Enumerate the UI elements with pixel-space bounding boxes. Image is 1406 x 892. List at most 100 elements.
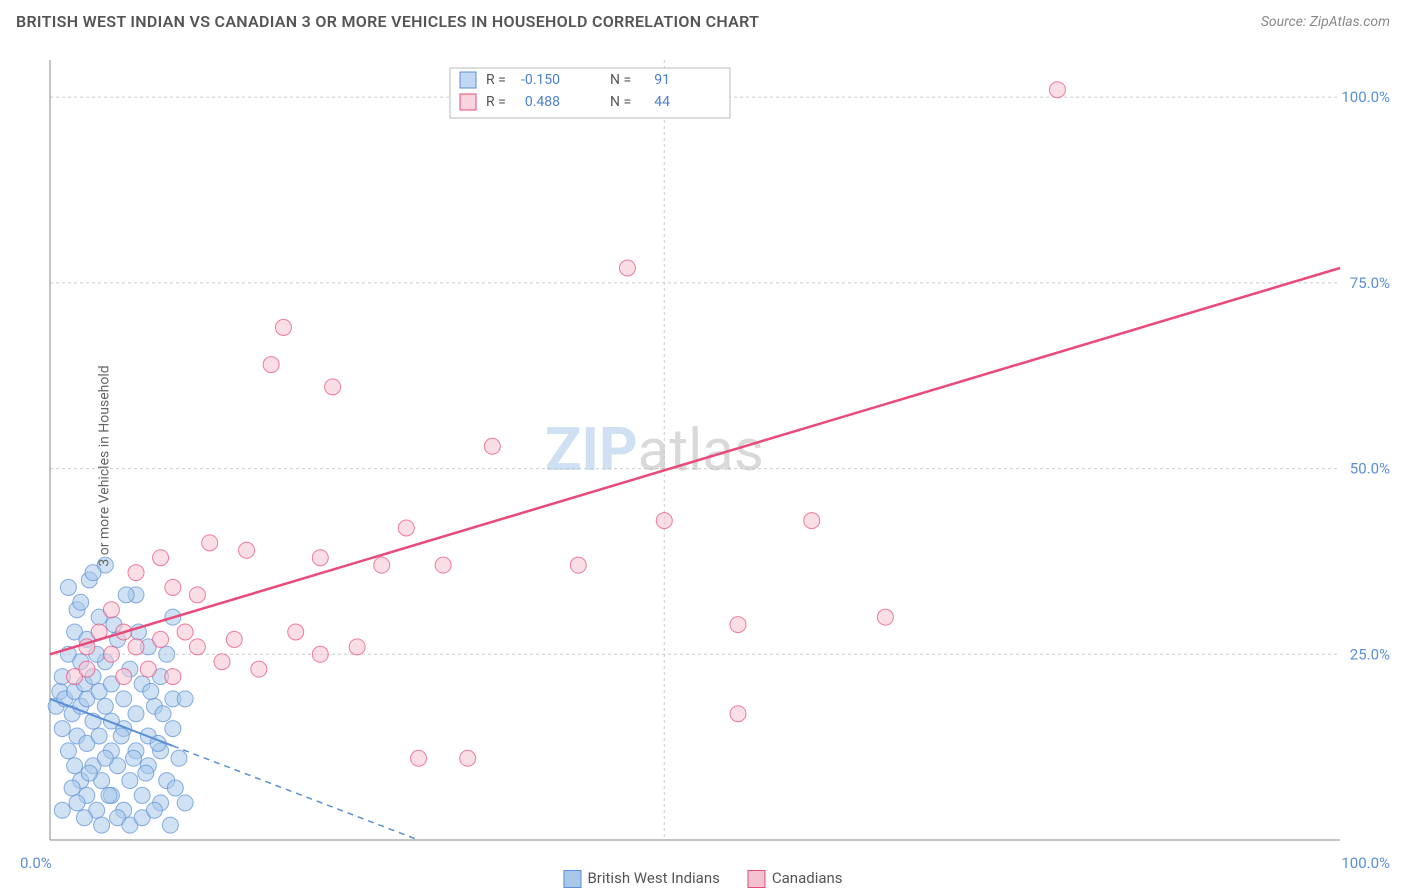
data-point [189, 639, 205, 655]
x-tick-label: 0.0% [20, 854, 52, 872]
bottom-legend: British West Indians Canadians [563, 869, 842, 888]
legend-swatch [563, 870, 581, 888]
data-point [730, 617, 746, 633]
legend-n-value: 44 [654, 94, 670, 110]
scatter-chart: 25.0%50.0%75.0%100.0%0.0%100.0%ZIPatlasR… [0, 40, 1406, 892]
data-point [143, 683, 159, 699]
data-point [312, 646, 328, 662]
data-point [79, 661, 95, 677]
data-point [54, 721, 70, 737]
legend-n-value: 91 [654, 72, 670, 88]
data-point [804, 513, 820, 529]
legend-item: British West Indians [563, 869, 719, 888]
data-point [69, 795, 85, 811]
data-point [94, 817, 110, 833]
data-point [374, 557, 390, 573]
regression-line [50, 268, 1340, 654]
legend-item: Canadians [748, 869, 843, 888]
data-point [411, 750, 427, 766]
data-point [656, 513, 672, 529]
data-point [76, 810, 92, 826]
data-point [189, 587, 205, 603]
data-point [165, 721, 181, 737]
data-point [165, 669, 181, 685]
data-point [54, 802, 70, 818]
y-tick-label: 75.0% [1350, 274, 1390, 292]
legend-r-label: R = [486, 72, 506, 88]
data-point [484, 438, 500, 454]
y-tick-label: 25.0% [1350, 645, 1390, 663]
data-point [177, 624, 193, 640]
legend-label: Canadians [772, 869, 843, 887]
data-point [214, 654, 230, 670]
data-point [146, 802, 162, 818]
data-point [202, 535, 218, 551]
chart-container: 3 or more Vehicles in Household 25.0% 50.… [0, 40, 1406, 892]
data-point [128, 565, 144, 581]
data-point [275, 319, 291, 335]
data-point [165, 579, 181, 595]
y-tick-label: 100.0% [1341, 88, 1390, 106]
data-point [251, 661, 267, 677]
data-point [97, 750, 113, 766]
data-point [113, 728, 129, 744]
data-point [91, 728, 107, 744]
data-point [177, 691, 193, 707]
data-point [67, 758, 83, 774]
legend-r-value: -0.150 [521, 72, 560, 88]
data-point [116, 669, 132, 685]
data-point [73, 594, 89, 610]
data-point [128, 639, 144, 655]
data-point [81, 765, 97, 781]
data-point [460, 750, 476, 766]
data-point [167, 780, 183, 796]
data-point [116, 691, 132, 707]
data-point [118, 587, 134, 603]
legend-swatch [748, 870, 766, 888]
data-point [398, 520, 414, 536]
data-point [288, 624, 304, 640]
legend-swatch [460, 94, 476, 110]
data-point [153, 550, 169, 566]
data-point [97, 698, 113, 714]
data-point [162, 817, 178, 833]
legend-label: British West Indians [587, 869, 719, 887]
data-point [730, 706, 746, 722]
source-attribution: Source: ZipAtlas.com [1261, 14, 1390, 30]
data-point [325, 379, 341, 395]
data-point [435, 557, 451, 573]
data-point [128, 706, 144, 722]
data-point [570, 557, 586, 573]
y-tick-label: 50.0% [1350, 460, 1390, 478]
y-axis-label: 3 or more Vehicles in Household [97, 365, 113, 566]
data-point [312, 550, 328, 566]
data-point [349, 639, 365, 655]
data-point [226, 631, 242, 647]
data-point [159, 646, 175, 662]
data-point [263, 357, 279, 373]
data-point [239, 542, 255, 558]
data-point [60, 579, 76, 595]
data-point [138, 765, 154, 781]
data-point [122, 773, 138, 789]
data-point [140, 661, 156, 677]
legend-swatch [460, 72, 476, 88]
data-point [134, 787, 150, 803]
legend-r-label: R = [486, 94, 506, 110]
legend-n-label: N = [610, 72, 631, 88]
data-point [103, 602, 119, 618]
data-point [60, 743, 76, 759]
data-point [177, 795, 193, 811]
data-point [101, 787, 117, 803]
data-point [64, 780, 80, 796]
legend-n-label: N = [610, 94, 631, 110]
data-point [126, 750, 142, 766]
data-point [171, 750, 187, 766]
data-point [85, 565, 101, 581]
regression-line-dashed [173, 746, 419, 840]
page-title: BRITISH WEST INDIAN VS CANADIAN 3 OR MOR… [16, 12, 759, 31]
data-point [619, 260, 635, 276]
legend-r-value: 0.488 [525, 94, 560, 110]
data-point [103, 646, 119, 662]
data-point [153, 631, 169, 647]
